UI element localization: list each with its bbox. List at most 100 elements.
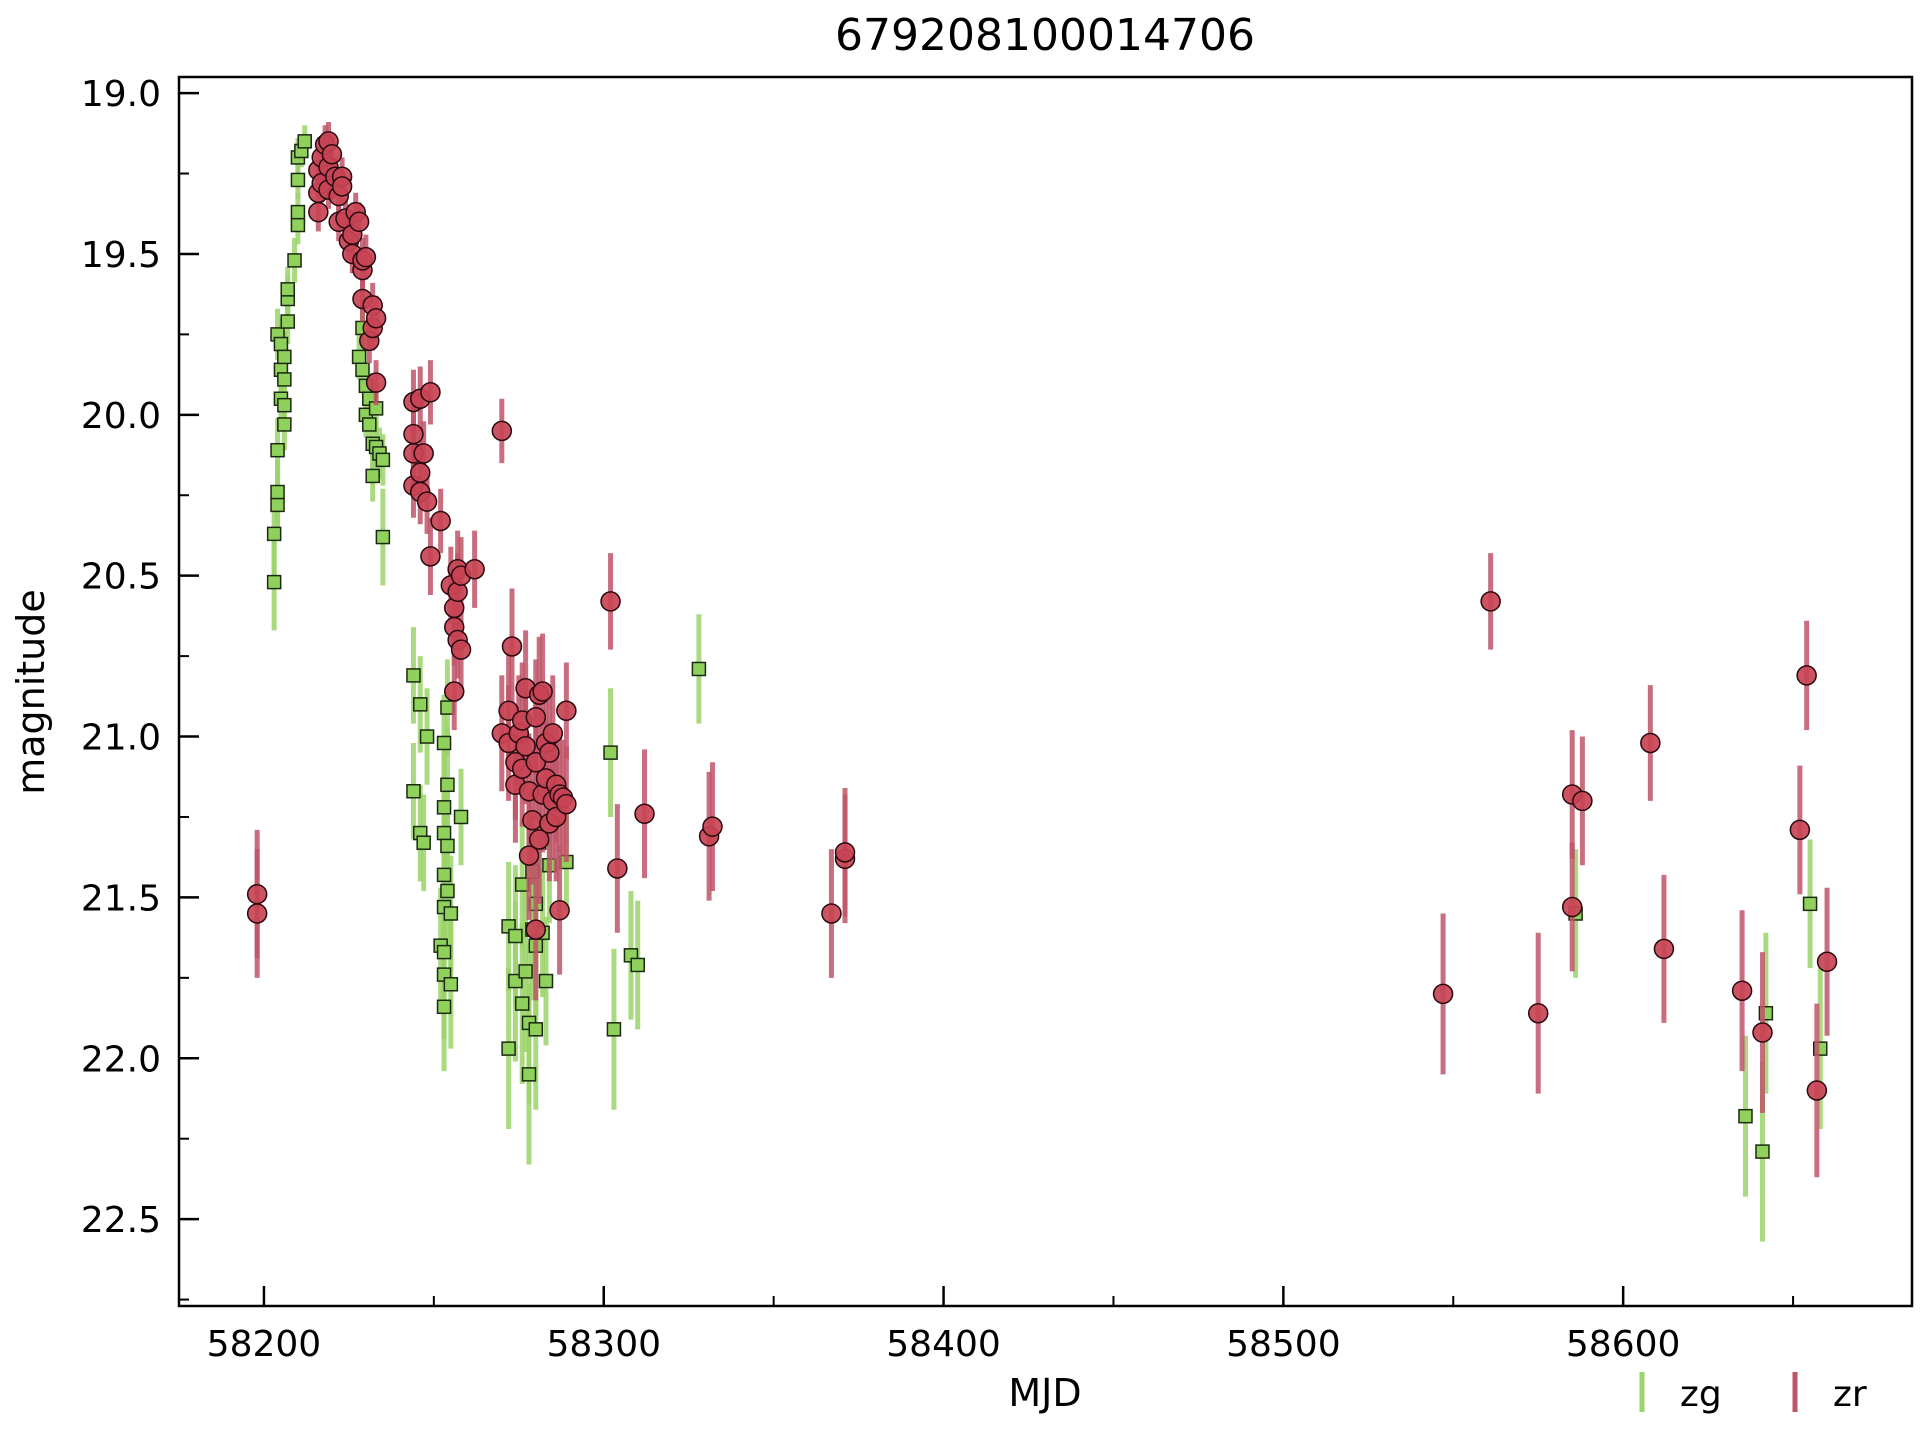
zg-point [453, 809, 469, 825]
x-axis: 58200 58300 58400 58500 58600 [207, 1286, 1795, 1365]
zr-point [1789, 819, 1811, 841]
zg-point [270, 442, 285, 458]
x-tick-label: 58200 [207, 1324, 322, 1365]
zg-point [501, 1041, 516, 1056]
zg-point [355, 362, 370, 378]
zr-point [365, 372, 387, 393]
zr-point [1752, 1022, 1773, 1043]
zg-point [290, 204, 306, 220]
zg-point [436, 825, 452, 841]
zg-point [606, 1022, 622, 1037]
zg-point [436, 735, 452, 751]
x-tick-label: 58300 [546, 1324, 661, 1365]
zg-point [528, 1022, 544, 1037]
zr-point [515, 735, 536, 757]
zr-point [1527, 1002, 1549, 1024]
zg-point [277, 417, 292, 432]
zr-point [450, 639, 472, 660]
zr-point [403, 423, 424, 445]
zr-point [443, 681, 465, 702]
zr-point [413, 443, 434, 464]
x-tick-label: 58500 [1226, 1324, 1341, 1365]
zr-point [539, 742, 560, 763]
zg-point [440, 838, 455, 854]
zg-point [297, 134, 312, 149]
zg-point [518, 964, 533, 979]
zg-point [508, 928, 523, 944]
zr-point [1640, 732, 1661, 754]
zr-point [1653, 938, 1675, 960]
zr-point [542, 723, 564, 744]
zr-point [1561, 896, 1583, 918]
zr-point [1432, 983, 1454, 1005]
zr-point [321, 143, 343, 165]
zg-point [277, 372, 292, 387]
zg-point [436, 800, 452, 815]
zg-point [416, 835, 431, 850]
zg-point [1755, 1144, 1770, 1159]
zg-point [351, 349, 367, 365]
zr-point [355, 246, 377, 268]
zg-point [287, 253, 302, 268]
legend-item-zg: zg [1639, 1372, 1722, 1415]
zg-point [270, 484, 285, 500]
y-tick-label: 22.5 [81, 1200, 161, 1241]
zr-point [518, 845, 540, 866]
zr-point [525, 919, 547, 940]
zg-point [1738, 1108, 1753, 1124]
zr-point [532, 681, 553, 702]
zr-point [607, 858, 628, 879]
zg-point [419, 729, 435, 744]
y-axis: 19.0 19.5 20.0 20.5 21.0 21.5 22.0 22.5 [81, 74, 199, 1301]
y-tick-label: 22.0 [81, 1039, 161, 1080]
zr-point [420, 382, 441, 403]
zg-point [406, 668, 421, 683]
zg-point [538, 973, 554, 989]
zg-point [440, 777, 455, 793]
y-tick-label: 21.5 [81, 878, 161, 919]
zg-point [406, 783, 421, 799]
zr-point [430, 510, 451, 532]
y-axis-title: magnitude [9, 589, 53, 795]
y-tick-label: 19.5 [81, 235, 161, 276]
zg-point [436, 867, 452, 883]
zg-point [443, 977, 459, 992]
zg-point [290, 172, 306, 188]
chart-title: 679208100014706 [835, 10, 1255, 61]
zg-point [514, 996, 530, 1011]
zr-point [600, 591, 621, 612]
zg-point [691, 661, 707, 677]
x-axis-title: MJD [1008, 1371, 1081, 1415]
zr-point [1572, 790, 1593, 812]
zr-point [464, 558, 485, 580]
zg-point [630, 957, 645, 973]
zg-point [266, 574, 282, 590]
zr-point [491, 420, 513, 442]
zg-point [413, 697, 428, 712]
legend-label-zr: zr [1833, 1374, 1867, 1415]
zr-point [556, 793, 577, 815]
zr-point [420, 546, 441, 567]
plot-frame [177, 75, 1914, 1308]
zg-point [375, 529, 391, 545]
zr-point [246, 903, 268, 924]
zr-point [348, 211, 370, 233]
zr-point [331, 176, 353, 197]
zg-point [443, 906, 459, 921]
zr-point [525, 706, 547, 728]
zr-point [410, 462, 431, 483]
zr-point [246, 883, 268, 905]
zr-point [308, 201, 329, 223]
zr-point [1816, 951, 1838, 973]
zg-point [362, 417, 377, 432]
zg-point [270, 497, 285, 513]
zr-point [416, 491, 438, 512]
zr-point [702, 816, 723, 837]
legend-label-zg: zg [1680, 1374, 1722, 1415]
zr-point [522, 809, 543, 831]
zg-point [375, 452, 391, 468]
zg-point [280, 314, 295, 329]
zg-point [365, 468, 380, 484]
